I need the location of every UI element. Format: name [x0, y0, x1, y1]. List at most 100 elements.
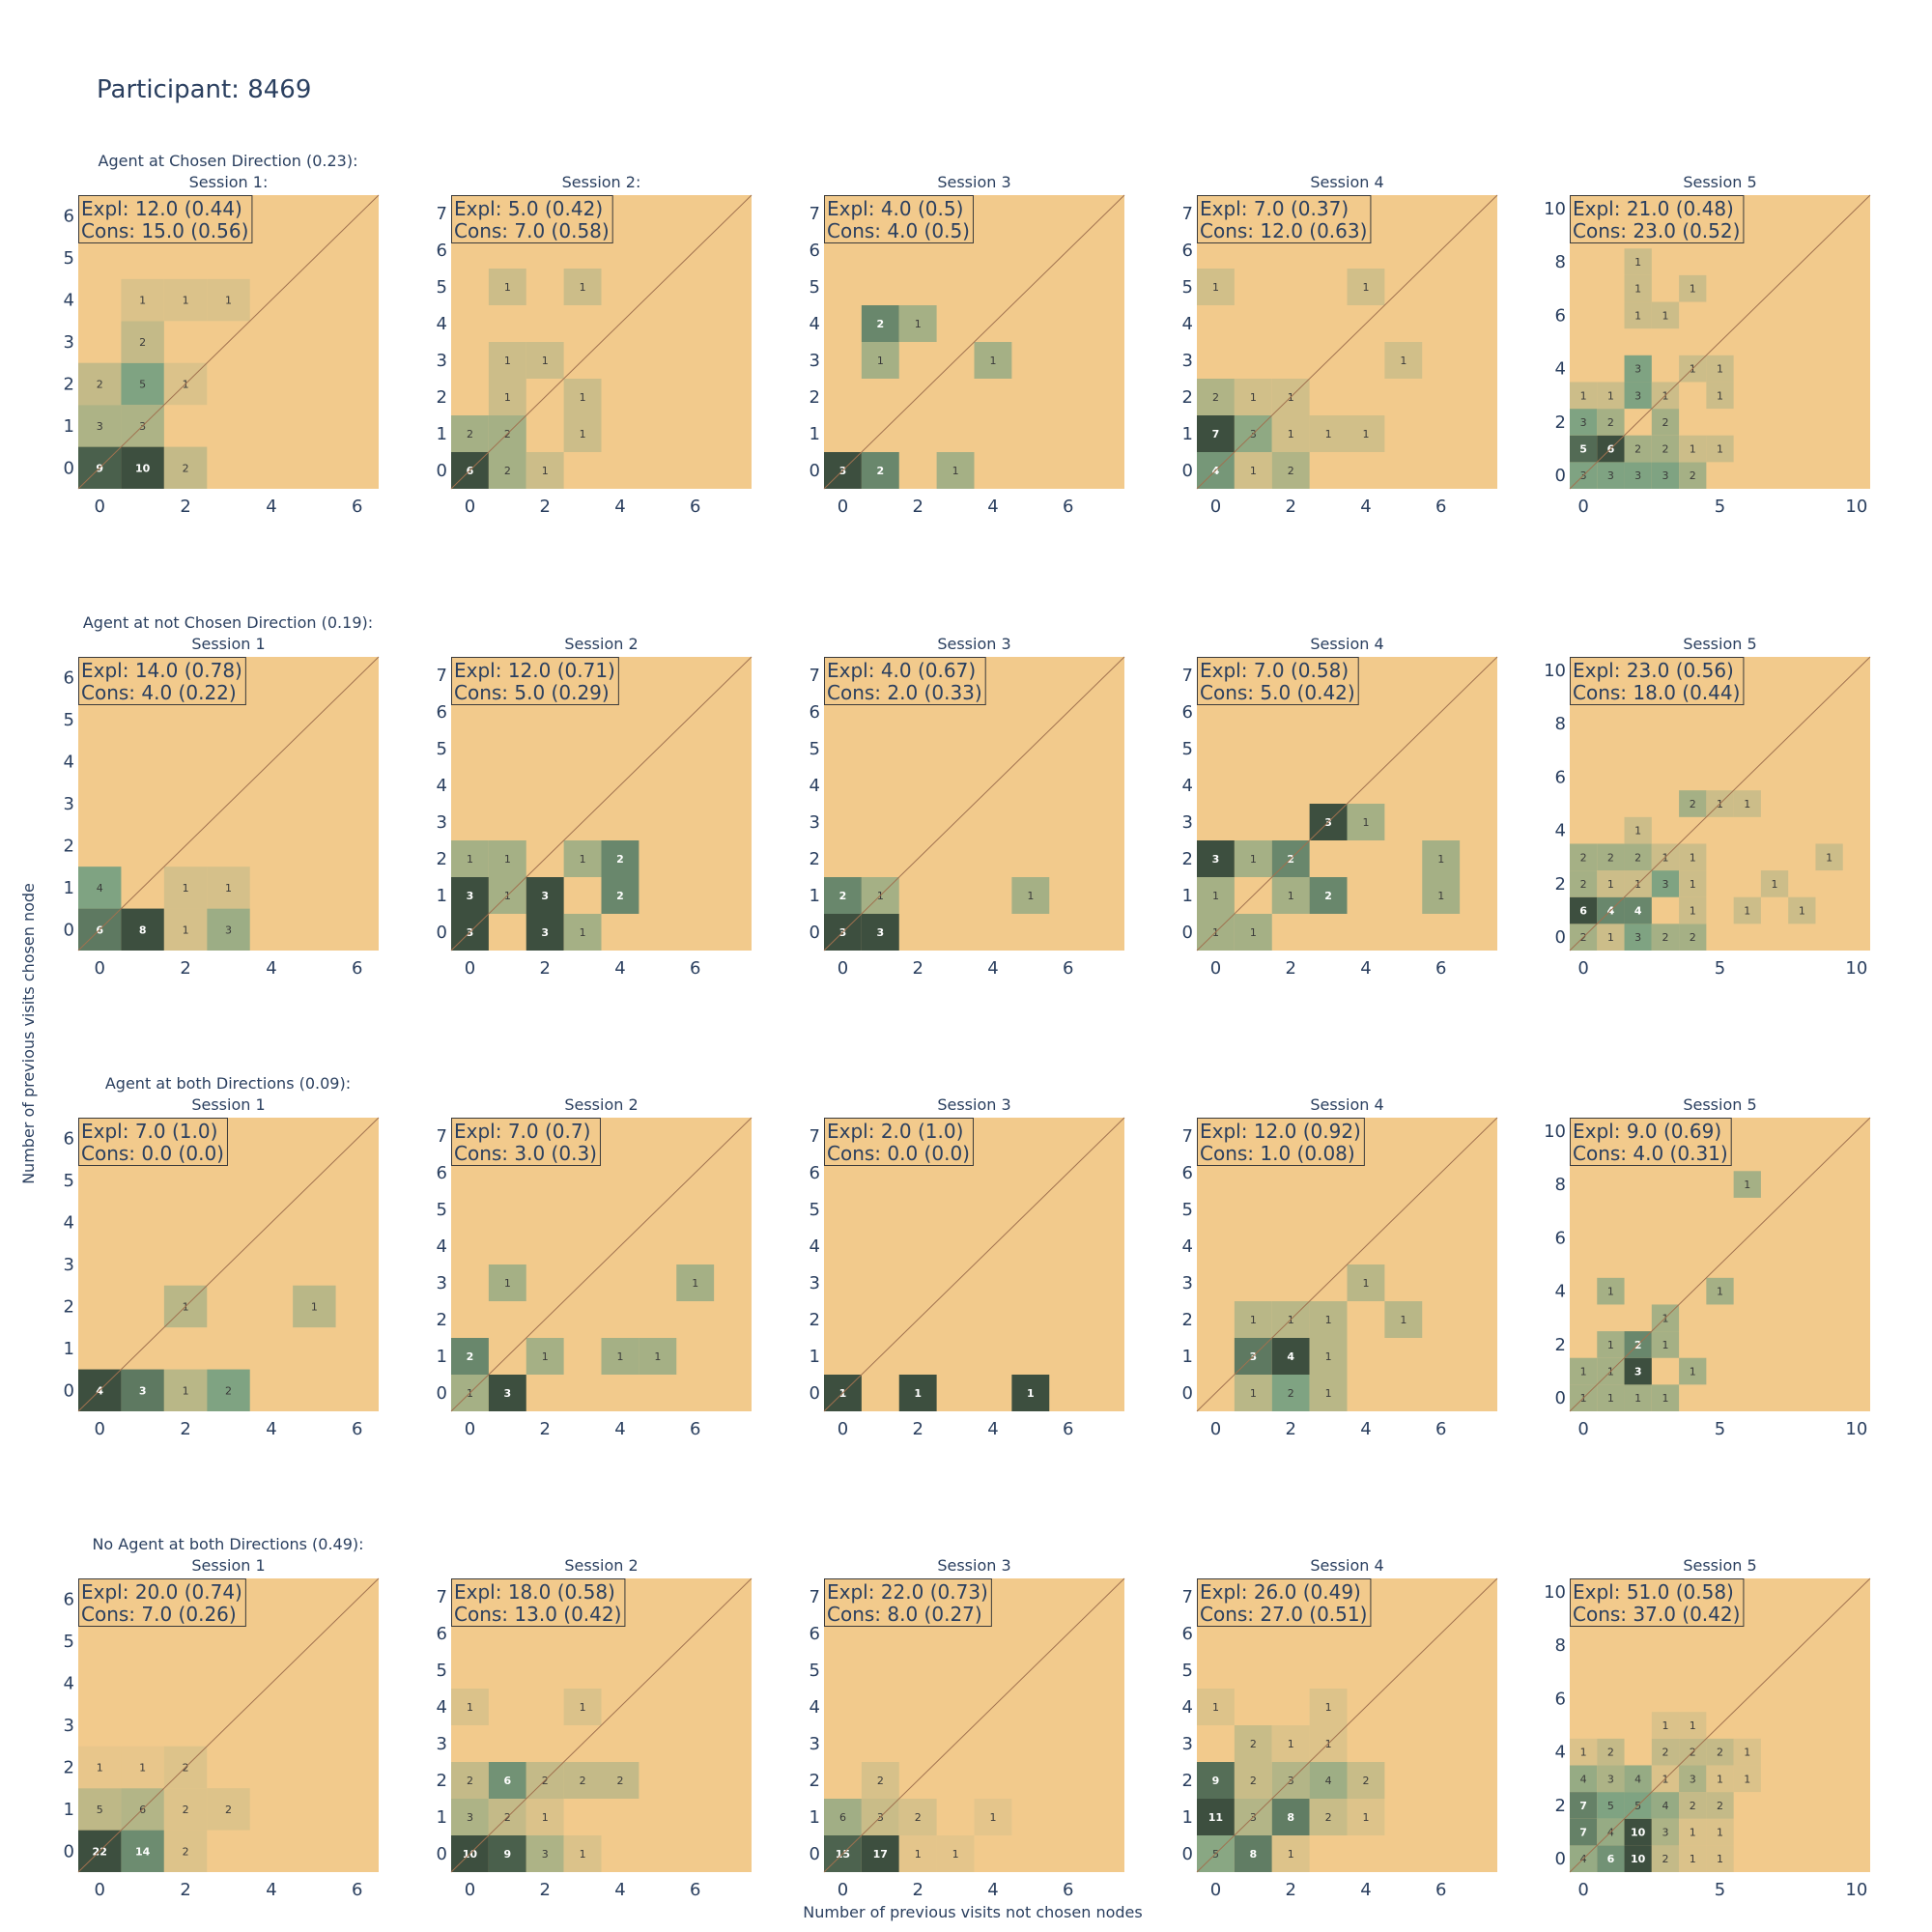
diagonal-line — [823, 194, 1125, 490]
x-tick-label: 10 — [1845, 497, 1867, 517]
heatmap-cell — [526, 877, 564, 914]
y-tick-label: 2 — [64, 1296, 74, 1317]
y-tick-label: 0 — [810, 1844, 820, 1864]
heatmap-cell — [1679, 790, 1707, 817]
cell-count: 1 — [467, 853, 473, 866]
y-tick-label: 4 — [1555, 359, 1566, 380]
heatmap-cell — [601, 1338, 639, 1375]
cell-count: 1 — [1288, 428, 1294, 440]
x-tick-label: 0 — [1577, 958, 1588, 979]
expl-label: Expl: 21.0 (0.48) — [1573, 197, 1734, 220]
heatmap-cell — [1197, 1689, 1235, 1725]
expl-label: Expl: 4.0 (0.67) — [827, 659, 976, 682]
heatmap-cell — [1624, 462, 1652, 489]
heatmap-cell — [1197, 877, 1235, 914]
cons-label: Cons: 15.0 (0.56) — [81, 219, 248, 242]
x-tick-label: 0 — [94, 497, 104, 517]
panel-title: Session 5 — [1683, 173, 1756, 191]
heatmap-cell — [1706, 1845, 1734, 1872]
x-tick-label: 4 — [266, 958, 276, 979]
heatmap-panel: Session 53333256221132211311311111110510… — [1544, 173, 1871, 517]
heatmap-cell — [488, 840, 526, 877]
cell-count: 1 — [542, 1811, 549, 1824]
heatmap-cell — [1234, 1762, 1272, 1799]
y-tick-label: 8 — [1555, 714, 1566, 734]
heatmap-cell — [1234, 379, 1272, 415]
heatmap-cell — [1570, 435, 1598, 463]
y-tick-label: 6 — [437, 1624, 447, 1644]
heatmap-cell — [1624, 355, 1652, 383]
y-tick-label: 3 — [64, 794, 74, 814]
heatmap-cell — [163, 1788, 208, 1831]
heatmap-cell — [1679, 1765, 1707, 1793]
cell-count: 1 — [1744, 798, 1750, 810]
heatmap-cell — [1197, 269, 1235, 305]
y-tick-label: 5 — [1182, 739, 1193, 759]
cell-count: 2 — [1324, 890, 1332, 902]
y-tick-label: 5 — [437, 739, 447, 759]
x-tick-label: 4 — [1360, 1880, 1371, 1900]
heatmap-cell — [1597, 923, 1625, 951]
cell-count: 1 — [1662, 1719, 1668, 1732]
heatmap-cell — [1384, 1301, 1423, 1338]
heatmap-cell — [1624, 1357, 1652, 1385]
cell-count: 1 — [1607, 1286, 1614, 1298]
heatmap-cell — [1679, 1845, 1707, 1872]
heatmap-cell — [1309, 1689, 1348, 1725]
cell-count: 1 — [1717, 1773, 1723, 1785]
heatmap-cell — [1788, 896, 1816, 924]
x-tick-label: 0 — [838, 497, 848, 517]
cell-count: 2 — [1580, 878, 1587, 891]
x-tick-label: 6 — [352, 497, 362, 517]
heatmap-cell — [1422, 840, 1461, 877]
heatmap-cell — [898, 1799, 937, 1835]
y-tick-label: 5 — [1182, 1200, 1193, 1220]
stats-annotation-box — [1570, 1578, 1745, 1627]
cell-count: 2 — [1325, 1811, 1332, 1824]
heatmap-cell — [1651, 301, 1680, 329]
heatmap-cell — [1347, 804, 1385, 840]
x-tick-label: 4 — [1360, 958, 1371, 979]
heatmap-cell — [1624, 816, 1652, 844]
heatmap-cell — [1597, 1277, 1625, 1305]
cell-count: 1 — [580, 391, 586, 404]
y-tick-label: 0 — [64, 1380, 74, 1401]
heatmap-cell — [207, 1788, 250, 1831]
stats-annotation-box — [1197, 1118, 1365, 1166]
x-tick-label: 0 — [1210, 1419, 1221, 1439]
heatmap-cell — [1651, 462, 1680, 489]
y-tick-label: 0 — [64, 458, 74, 478]
y-tick-label: 4 — [437, 1697, 447, 1718]
heatmap-cell — [1234, 1835, 1272, 1872]
heatmap-cell — [121, 908, 164, 951]
cell-count: 1 — [183, 1384, 189, 1397]
heatmap-cell — [861, 1835, 899, 1872]
heatmap-cell — [1309, 1799, 1348, 1835]
x-tick-label: 4 — [614, 958, 625, 979]
cell-count: 17 — [873, 1848, 888, 1861]
cell-count: 1 — [504, 355, 511, 367]
x-tick-label: 4 — [987, 497, 998, 517]
cell-count: 2 — [1690, 469, 1696, 482]
stats-annotation-box — [78, 1118, 228, 1166]
panel-title: Session 4 — [1310, 1556, 1383, 1575]
y-tick-label: 4 — [1555, 821, 1566, 841]
y-tick-label: 7 — [810, 1126, 820, 1147]
stats-annotation: Expl: 4.0 (0.67)Cons: 2.0 (0.33) — [824, 657, 986, 705]
heatmap-panel: Session 412134111111024601234567Expl: 12… — [1182, 1095, 1498, 1439]
heatmap-cell — [1733, 896, 1761, 924]
stats-annotation-box — [824, 657, 986, 705]
heatmap-cell — [451, 1799, 489, 1835]
heatmap-cell — [121, 278, 164, 322]
heatmap-cell — [1624, 843, 1652, 871]
cell-count: 7 — [1212, 428, 1220, 440]
y-tick-label: 4 — [437, 1236, 447, 1257]
heatmap-cell — [1679, 896, 1707, 924]
y-tick-label: 6 — [64, 1129, 74, 1150]
cell-count: 1 — [654, 1350, 661, 1363]
y-tick-label: 4 — [1182, 776, 1193, 796]
heatmap-cell — [1570, 843, 1598, 871]
cell-count: 2 — [1580, 851, 1587, 864]
cons-label: Cons: 37.0 (0.42) — [1573, 1603, 1740, 1626]
